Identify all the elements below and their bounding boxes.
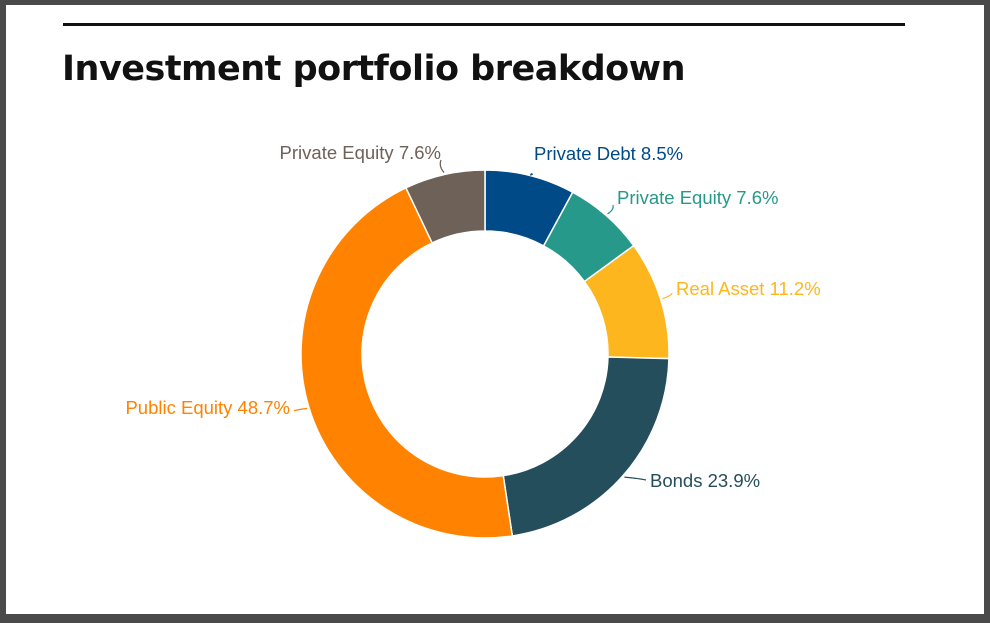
- slice-label-public-equity-4: Public Equity 48.7%: [125, 397, 290, 418]
- slice-label-real-asset-2: Real Asset 11.2%: [676, 278, 821, 299]
- slice-label-private-debt-0: Private Debt 8.5%: [534, 143, 683, 164]
- slice-label-private-equity-5: Private Equity 7.6%: [280, 142, 441, 163]
- leader-line-2: [662, 292, 673, 300]
- chart-title: Investment portfolio breakdown: [62, 49, 685, 89]
- slice-label-bonds-3: Bonds 23.9%: [650, 470, 760, 491]
- leader-line-0: [529, 173, 533, 176]
- slice-bonds-3: [502, 356, 670, 537]
- leader-line-1: [607, 204, 614, 215]
- label-leader-lines: [293, 159, 673, 481]
- donut-slices: [300, 169, 670, 539]
- leader-line-4: [293, 407, 308, 412]
- slice-labels: Private Debt 8.5% Private Equity 7.6% Real…: [125, 142, 820, 491]
- leader-line-3: [624, 476, 647, 481]
- slice-public-equity-4: [300, 186, 514, 539]
- slice-private-equity-5: [404, 169, 486, 244]
- leader-line-5: [439, 159, 445, 173]
- slice-label-private-equity-1: Private Equity 7.6%: [617, 187, 778, 208]
- title-rule: [63, 23, 905, 26]
